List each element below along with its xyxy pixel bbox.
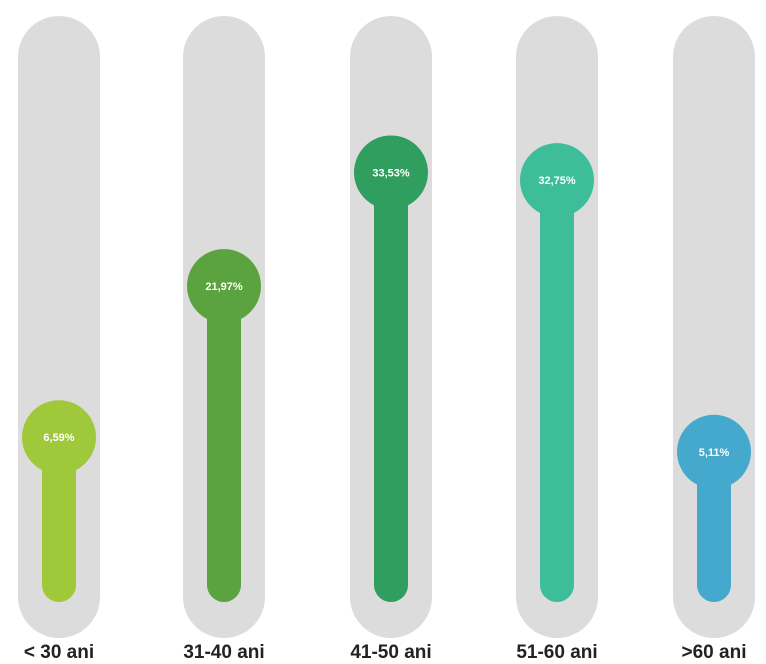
bar-stem bbox=[697, 451, 731, 602]
bar-stem bbox=[207, 286, 241, 602]
value-bubbles: 6,59% 21,97% 33,53% 32,75% 5,11% bbox=[22, 135, 751, 489]
bar-stem bbox=[374, 172, 408, 602]
category-labels: < 30 ani 31-40 ani 41-50 ani 51-60 ani >60 a… bbox=[24, 642, 747, 663]
category-tick-label: 51-60 ani bbox=[516, 642, 597, 663]
category-tick-label: < 30 ani bbox=[24, 642, 94, 663]
data-label: 32,75% bbox=[538, 175, 576, 187]
data-label: 21,97% bbox=[205, 281, 243, 293]
category-tick-label: 41-50 ani bbox=[350, 642, 431, 663]
bar-stems bbox=[42, 172, 731, 602]
value-bubble bbox=[187, 249, 261, 324]
value-bubble bbox=[22, 400, 96, 475]
category-tick-label: 31-40 ani bbox=[183, 642, 264, 663]
bar-track bbox=[18, 16, 100, 638]
data-label: 5,11% bbox=[699, 447, 730, 459]
bar-stem bbox=[540, 180, 574, 602]
data-label: 33,53% bbox=[372, 167, 410, 179]
value-bubble bbox=[354, 135, 428, 210]
data-label: 6,59% bbox=[43, 432, 74, 444]
value-bubble bbox=[520, 143, 594, 218]
bar-stem bbox=[42, 437, 76, 602]
category-tick-label: >60 ani bbox=[682, 642, 747, 663]
value-bubble bbox=[677, 414, 751, 489]
